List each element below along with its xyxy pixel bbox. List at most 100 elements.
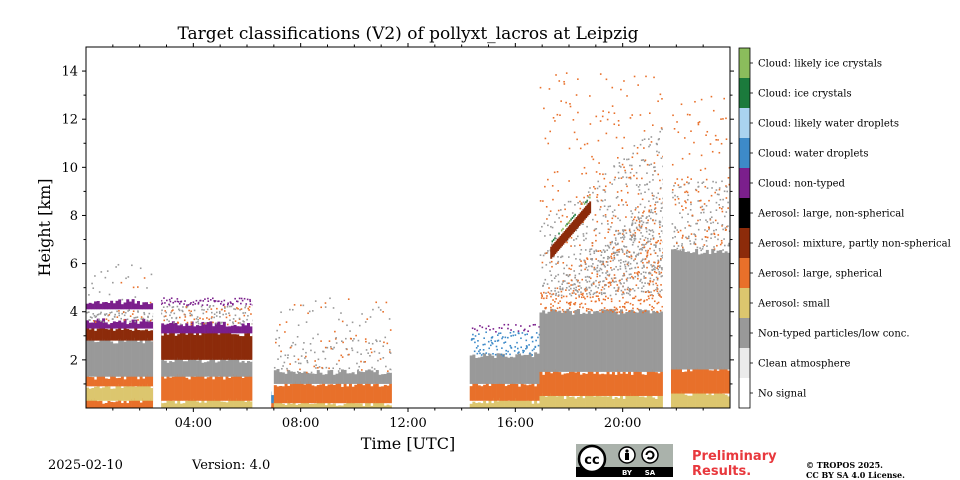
class-cell — [147, 337, 151, 377]
measurement-date: 2025-02-10 — [48, 458, 123, 473]
class-pixel — [676, 195, 679, 198]
class-pixel — [699, 200, 701, 202]
colorbar-label: Cloud: non-typed — [758, 179, 846, 190]
class-pixel — [172, 309, 174, 311]
class-cell — [177, 357, 181, 377]
class-pixel — [116, 316, 119, 318]
class-pixel — [560, 100, 562, 102]
class-pixel — [351, 347, 353, 350]
class-pixel — [619, 306, 621, 308]
class-cell — [177, 334, 181, 360]
class-pixel — [596, 220, 599, 223]
cc-logo-text: cc — [584, 453, 599, 468]
class-pixel — [626, 158, 628, 161]
class-pixel — [646, 172, 648, 174]
class-cell — [593, 373, 597, 396]
class-pixel — [623, 253, 626, 255]
class-cell — [142, 384, 146, 401]
class-pixel — [124, 311, 127, 314]
class-pixel — [507, 323, 510, 326]
class-pixel — [628, 228, 631, 231]
class-pixel — [540, 292, 542, 295]
class-pixel — [592, 218, 594, 221]
class-pixel — [637, 186, 640, 188]
class-pixel — [549, 292, 551, 295]
class-cell — [279, 372, 283, 384]
class-cell — [306, 372, 310, 384]
class-pixel — [548, 214, 551, 216]
class-pixel — [615, 239, 617, 241]
class-pixel — [622, 176, 624, 178]
class-pixel — [645, 217, 648, 219]
class-pixel — [307, 312, 309, 315]
class-pixel — [637, 245, 639, 248]
class-cell — [628, 311, 632, 372]
class-pixel — [239, 308, 241, 311]
class-pixel — [661, 268, 663, 271]
class-cell — [485, 381, 489, 401]
class-cell — [161, 323, 165, 334]
class-pixel — [654, 266, 656, 269]
class-pixel — [228, 314, 231, 317]
class-cell — [586, 204, 589, 217]
class-pixel — [632, 304, 634, 306]
class-pixel — [644, 243, 647, 246]
class-pixel — [715, 189, 718, 191]
class-cell — [515, 354, 519, 384]
class-pixel — [204, 322, 207, 324]
class-pixel — [196, 316, 199, 318]
class-pixel — [675, 241, 678, 244]
class-cell — [577, 215, 580, 228]
class-pixel — [648, 210, 650, 213]
class-pixel — [479, 352, 481, 355]
class-pixel — [556, 113, 559, 116]
class-pixel — [622, 203, 625, 206]
class-cell — [552, 243, 555, 256]
class-pixel — [94, 316, 97, 318]
class-pixel — [510, 335, 512, 337]
class-pixel — [646, 251, 649, 253]
class-cell — [308, 381, 312, 404]
class-pixel — [555, 294, 557, 297]
class-cell — [190, 375, 194, 401]
class-cell — [523, 354, 527, 384]
class-pixel — [232, 318, 235, 320]
class-pixel — [618, 177, 620, 180]
class-cell — [711, 395, 715, 408]
class-cell — [571, 396, 575, 408]
class-pixel — [197, 320, 199, 323]
axes: 04:00 08:00 12:00 16:00 20:002468101214Time … — [35, 43, 734, 453]
class-pixel — [479, 348, 481, 351]
class-pixel — [660, 187, 662, 189]
class-pixel — [634, 232, 637, 234]
class-cell — [134, 319, 138, 329]
class-pixel — [620, 289, 623, 292]
class-pixel — [637, 266, 639, 269]
class-pixel — [570, 294, 573, 297]
class-pixel — [651, 294, 653, 296]
class-pixel — [207, 300, 210, 302]
class-pixel — [643, 277, 646, 279]
class-cell — [217, 321, 221, 334]
class-pixel — [636, 228, 639, 231]
class-pixel — [721, 225, 723, 227]
class-pixel — [651, 229, 654, 231]
class-cell — [249, 401, 253, 408]
class-cell — [362, 372, 366, 384]
class-cell — [112, 321, 116, 329]
class-pixel — [657, 292, 660, 295]
class-pixel — [639, 280, 641, 282]
class-pixel — [650, 291, 652, 293]
class-pixel — [702, 245, 704, 248]
class-pixel — [653, 76, 655, 79]
class-pixel — [637, 277, 639, 280]
class-pixel — [611, 253, 613, 255]
class-pixel — [704, 167, 707, 170]
class-pixel — [655, 213, 658, 215]
class-cell — [633, 311, 637, 372]
class-pixel — [571, 292, 574, 294]
class-pixel — [543, 222, 546, 225]
class-pixel — [592, 263, 594, 265]
class-pixel — [479, 325, 481, 327]
colorbar-swatch — [739, 78, 750, 108]
